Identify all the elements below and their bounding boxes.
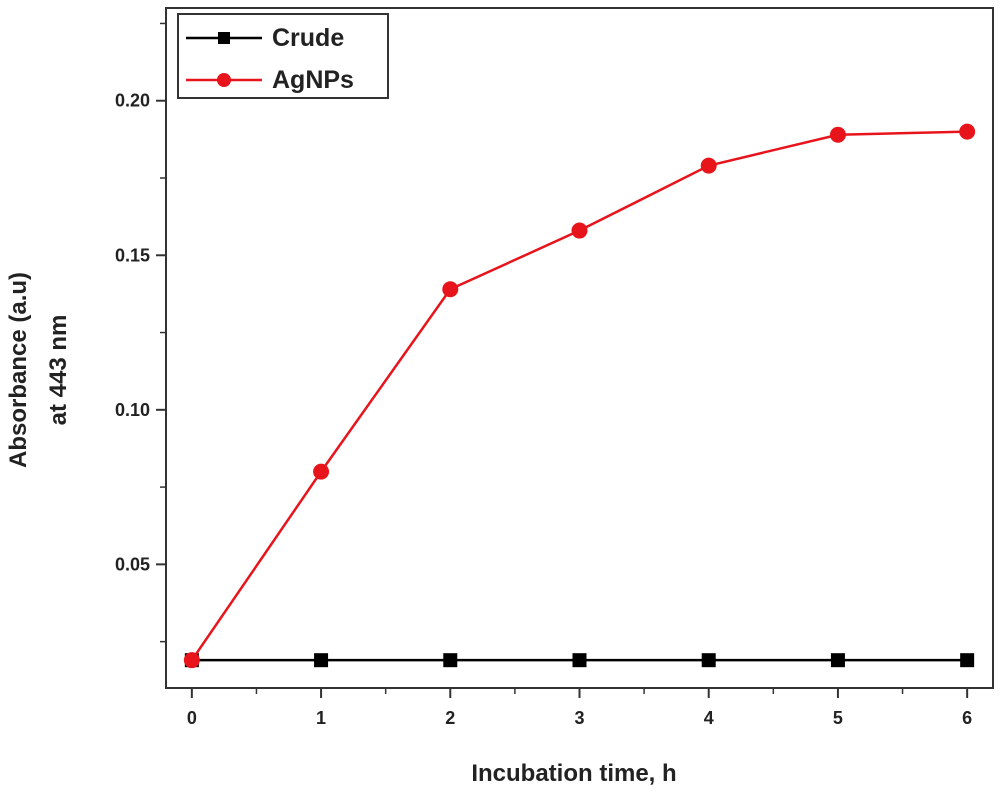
data-point — [313, 463, 330, 480]
series-layer — [183, 123, 976, 669]
y-tick-label: 0.20 — [115, 91, 150, 111]
y-tick-label: 0.05 — [115, 554, 150, 574]
plot-border — [165, 7, 994, 689]
data-point — [959, 123, 976, 140]
y-tick-label: 0.10 — [115, 400, 150, 420]
data-point — [960, 653, 975, 668]
data-point — [442, 281, 459, 298]
legend-label-agnps: AgNPs — [272, 66, 354, 94]
legend-marker-crude — [218, 32, 230, 44]
series-agnps — [183, 123, 976, 669]
data-point — [830, 653, 845, 668]
data-point — [829, 126, 846, 143]
data-point — [700, 157, 717, 174]
data-point — [314, 653, 329, 668]
x-tick-label: 4 — [704, 708, 714, 728]
x-tick-label: 5 — [833, 708, 843, 728]
legend-marker-agnps — [217, 73, 231, 87]
data-point — [701, 653, 716, 668]
x-tick-label: 1 — [316, 708, 326, 728]
legend-box — [177, 13, 389, 99]
data-point — [571, 222, 588, 239]
data-point — [572, 653, 587, 668]
data-point — [183, 652, 200, 669]
legend-label-crude: Crude — [272, 24, 344, 52]
x-axis: 0 1 2 3 4 5 6 — [187, 688, 972, 728]
y-axis: 0.05 0.10 0.15 0.20 — [115, 22, 166, 643]
plot-frame — [165, 7, 994, 689]
x-tick-label: 0 — [187, 708, 197, 728]
data-point — [443, 653, 458, 668]
legend: Crude AgNPs — [177, 13, 389, 99]
y-tick-label: 0.15 — [115, 245, 150, 265]
x-tick-label: 6 — [962, 708, 972, 728]
series-line — [190, 130, 968, 661]
x-axis-title: Incubation time, h — [471, 760, 676, 787]
x-tick-label: 2 — [445, 708, 455, 728]
series-crude — [184, 653, 975, 668]
x-tick-label: 3 — [574, 708, 584, 728]
y-axis-title-line1: Absorbance (a.u) — [5, 272, 32, 468]
y-axis-title-line2: at 443 nm — [45, 315, 72, 426]
